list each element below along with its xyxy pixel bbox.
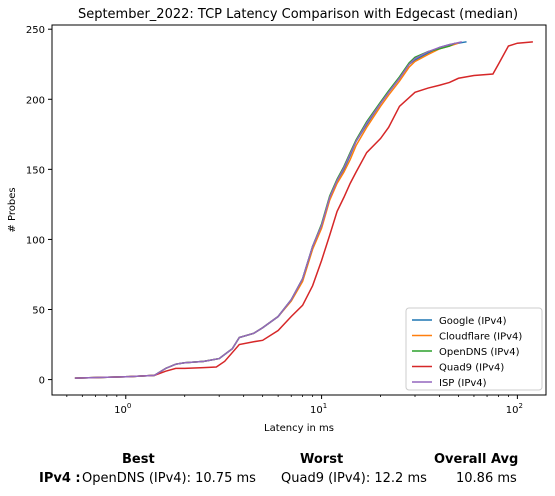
series-line-cloudflare-ipv4 (74, 42, 459, 379)
series-line-isp-ipv4 (74, 41, 462, 379)
legend-entry: Google (IPv4) (439, 316, 507, 327)
y-axis-label: # Probes (7, 187, 18, 232)
worst-value: Quad9 (IPv4): 12.2 ms (281, 471, 427, 486)
best-value: OpenDNS (IPv4): 10.75 ms (82, 471, 256, 486)
y-tick-label: 250 (26, 25, 45, 36)
legend-entry: Cloudflare (IPv4) (439, 332, 522, 343)
legend-entry: Quad9 (IPv4) (439, 363, 504, 374)
series-line-opendns-ipv4 (74, 42, 456, 379)
plot-frame (51, 24, 547, 396)
overall-avg-header: Overall Avg (434, 452, 519, 467)
y-tick-label: 50 (32, 306, 45, 317)
latency-chart: September_2022: TCP Latency Comparison w… (7, 7, 547, 434)
legend: Google (IPv4) Cloudflare (IPv4) OpenDNS (I… (405, 307, 543, 391)
y-tick-label: 100 (26, 235, 45, 246)
series-line-quad9-ipv4 (74, 41, 533, 379)
x-tick-label: 101 (310, 402, 327, 416)
overall-avg-value: 10.86 ms (456, 471, 517, 486)
y-tick-label: 0 (39, 376, 45, 387)
legend-entry: OpenDNS (IPv4) (439, 347, 520, 358)
ipv4-row-label: IPv4 : (39, 471, 81, 486)
legend-entry: ISP (IPv4) (439, 378, 487, 389)
best-header: Best (122, 452, 155, 467)
legend-box (405, 307, 543, 391)
y-tick-label: 150 (26, 165, 45, 176)
x-axis-label: Latency in ms (264, 423, 334, 434)
worst-header: Worst (300, 452, 344, 467)
x-tick-label: 100 (114, 402, 131, 416)
x-tick-label: 102 (506, 402, 523, 416)
y-tick-label: 200 (26, 95, 45, 106)
chart-title: September_2022: TCP Latency Comparison w… (78, 7, 518, 22)
